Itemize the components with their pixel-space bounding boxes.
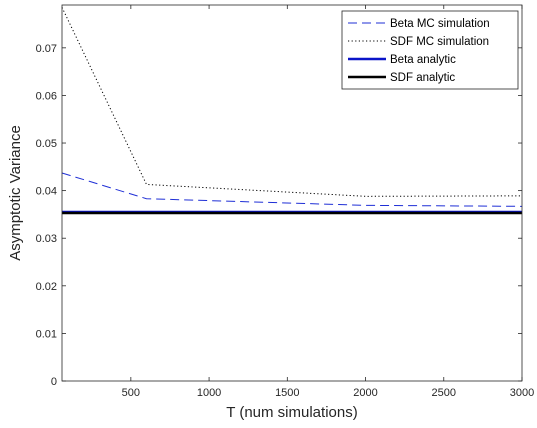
legend-label-4: SDF analytic (390, 72, 455, 84)
y-axis-label: Asymptotic Variance (7, 125, 24, 261)
x-tick-label: 2500 (432, 387, 456, 399)
y-tick-label: 0.07 (36, 43, 57, 55)
y-tick-label: 0.03 (36, 233, 57, 245)
x-axis-label: T (num simulations) (226, 404, 357, 421)
y-tick-label: 0.05 (36, 138, 57, 150)
series-layer (61, 7, 523, 215)
ticks-layer: 500 1000 1500 2000 2500 3000 0 0.01 0.02 0.03 0.04… (36, 5, 534, 399)
x-tick-label: 1500 (275, 387, 299, 399)
axes-layer (61, 4, 523, 382)
x-tick-label: 3000 (510, 387, 534, 399)
y-tick-label: 0.02 (36, 281, 57, 293)
y-tick-label: 0.01 (36, 328, 57, 340)
series-line-1 (61, 172, 523, 207)
y-tick-label: 0.04 (36, 186, 57, 198)
y-tick-label: 0.06 (36, 90, 57, 102)
series-line-2 (61, 7, 523, 197)
x-tick-label: 500 (122, 387, 140, 399)
legend-label-2: SDF MC simulation (390, 36, 489, 48)
legend-label-1: Beta MC simulation (390, 18, 490, 30)
y-tick-label: 0 (51, 376, 57, 388)
legend: Beta MC simulation SDF MC simulation Beta … (341, 10, 519, 90)
legend-label-3: Beta analytic (390, 54, 456, 66)
axes-box (61, 4, 523, 382)
x-tick-label: 1000 (197, 387, 221, 399)
x-tick-label: 2000 (353, 387, 377, 399)
